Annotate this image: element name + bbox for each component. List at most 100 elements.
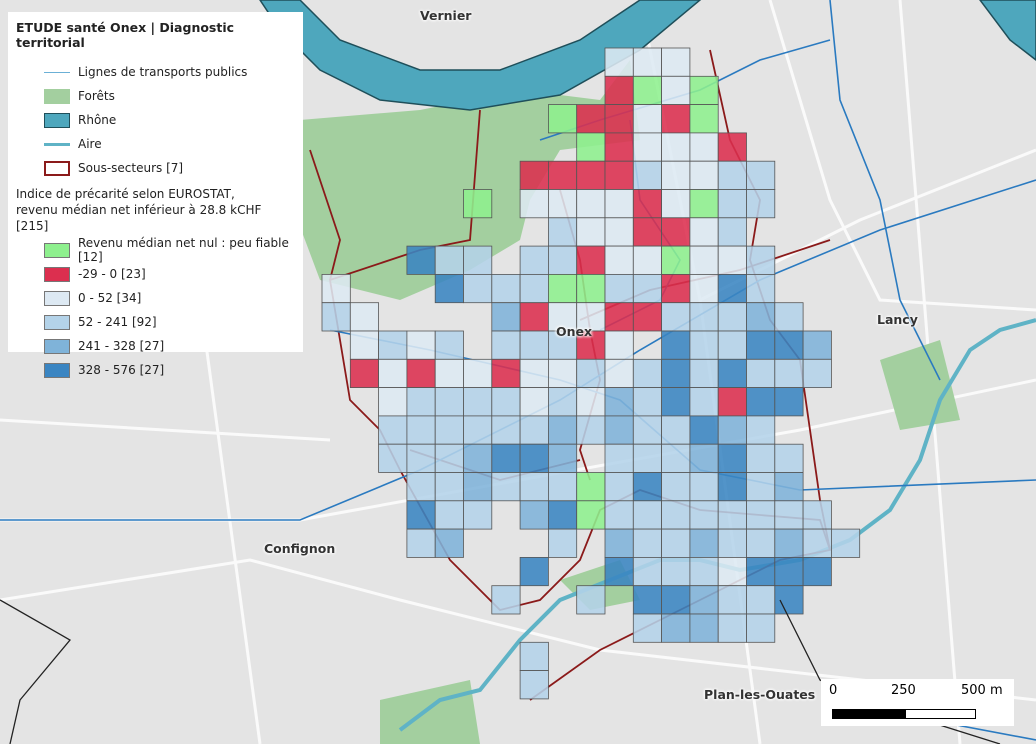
grid-cell bbox=[802, 557, 832, 587]
grid-cell bbox=[746, 245, 776, 275]
grid-cell bbox=[632, 245, 662, 275]
grid-cell bbox=[491, 387, 521, 417]
grid-cell bbox=[774, 387, 804, 417]
legend-label: -29 - 0 [23] bbox=[78, 267, 146, 281]
grid-cell bbox=[717, 160, 747, 190]
legend-label: Forêts bbox=[78, 89, 115, 103]
grid-cell bbox=[463, 472, 493, 502]
grid-cell bbox=[519, 387, 549, 417]
grid-cell bbox=[689, 245, 719, 275]
grid-cell bbox=[632, 472, 662, 502]
legend-swatch bbox=[44, 290, 70, 306]
legend-swatch bbox=[44, 242, 70, 258]
grid-cell bbox=[491, 443, 521, 473]
grid-cell bbox=[717, 415, 747, 445]
grid-cell bbox=[661, 585, 691, 615]
grid-cell bbox=[717, 500, 747, 530]
index-title-line-2: revenu médian net inférieur à 28.8 kCHF … bbox=[16, 203, 262, 233]
grid-cell bbox=[548, 160, 578, 190]
grid-cell bbox=[378, 443, 408, 473]
grid-cell bbox=[604, 472, 634, 502]
legend-class-item: Revenu médian net nul : peu fiable [12] bbox=[16, 236, 295, 264]
grid-cell bbox=[632, 132, 662, 162]
grid-cell bbox=[604, 500, 634, 530]
precarity-grid bbox=[321, 47, 861, 700]
grid-cell bbox=[519, 358, 549, 388]
grid-cell bbox=[519, 500, 549, 530]
grid-cell bbox=[689, 75, 719, 106]
grid-cell bbox=[604, 47, 634, 77]
grid-cell bbox=[576, 500, 606, 530]
legend-swatch bbox=[44, 314, 70, 330]
grid-cell bbox=[717, 557, 747, 587]
grid-cell bbox=[491, 472, 521, 502]
grid-cell bbox=[746, 613, 776, 643]
grid-cell bbox=[604, 557, 634, 587]
legend-item: Lignes de transports publics bbox=[16, 60, 295, 84]
grid-cell bbox=[746, 528, 776, 558]
grid-cell bbox=[519, 245, 549, 275]
grid-cell bbox=[717, 273, 747, 304]
grid-cell bbox=[717, 189, 747, 219]
legend-swatch bbox=[44, 71, 70, 73]
grid-cell bbox=[604, 443, 634, 473]
grid-cell bbox=[548, 472, 578, 502]
grid-cell bbox=[632, 415, 662, 445]
grid-cell bbox=[604, 104, 634, 134]
grid-cell bbox=[632, 443, 662, 473]
grid-cell bbox=[491, 302, 521, 332]
grid-cell bbox=[434, 245, 464, 275]
grid-cell bbox=[463, 415, 493, 445]
grid-cell bbox=[717, 387, 747, 417]
grid-cell bbox=[378, 387, 408, 417]
grid-cell bbox=[746, 160, 776, 190]
grid-cell bbox=[548, 104, 578, 134]
grid-cell bbox=[604, 273, 634, 304]
grid-cell bbox=[632, 500, 662, 530]
grid-cell bbox=[717, 330, 747, 360]
index-title: Indice de précarité selon EUROSTAT, reve… bbox=[16, 186, 295, 234]
grid-cell bbox=[661, 443, 691, 473]
grid-cell bbox=[746, 443, 776, 473]
grid-cell bbox=[434, 472, 464, 502]
grid-cell bbox=[774, 528, 804, 558]
grid-cell bbox=[661, 189, 691, 219]
grid-cell bbox=[548, 245, 578, 275]
grid-cell bbox=[604, 358, 634, 388]
grid-cell bbox=[491, 585, 521, 615]
grid-cell bbox=[717, 132, 747, 162]
grid-cell bbox=[632, 387, 662, 417]
grid-cell bbox=[717, 585, 747, 615]
grid-cell bbox=[774, 302, 804, 332]
grid-cell bbox=[463, 358, 493, 388]
grid-cell bbox=[548, 189, 578, 219]
grid-cell bbox=[746, 273, 776, 304]
grid-cell bbox=[548, 528, 578, 558]
grid-cell bbox=[689, 500, 719, 530]
legend-class-item: -29 - 0 [23] bbox=[16, 262, 295, 286]
grid-cell bbox=[434, 330, 464, 360]
grid-cell bbox=[519, 273, 549, 304]
grid-cell bbox=[491, 358, 521, 388]
place-label-lancy: Lancy bbox=[877, 312, 918, 327]
grid-cell bbox=[604, 415, 634, 445]
grid-cell bbox=[689, 613, 719, 643]
grid-cell bbox=[717, 217, 747, 247]
grid-cell bbox=[661, 358, 691, 388]
grid-cell bbox=[576, 160, 606, 190]
grid-cell bbox=[746, 585, 776, 615]
grid-cell bbox=[349, 330, 379, 360]
grid-cell bbox=[576, 330, 606, 360]
grid-cell bbox=[717, 302, 747, 332]
legend-label: Aire bbox=[78, 137, 102, 151]
grid-cell bbox=[434, 443, 464, 473]
grid-cell bbox=[604, 132, 634, 162]
grid-cell bbox=[604, 189, 634, 219]
legend-class-item: 0 - 52 [34] bbox=[16, 286, 295, 310]
grid-cell bbox=[661, 330, 691, 360]
grid-cell bbox=[632, 557, 662, 587]
grid-cell bbox=[604, 75, 634, 106]
grid-cell bbox=[576, 245, 606, 275]
grid-cell bbox=[576, 358, 606, 388]
